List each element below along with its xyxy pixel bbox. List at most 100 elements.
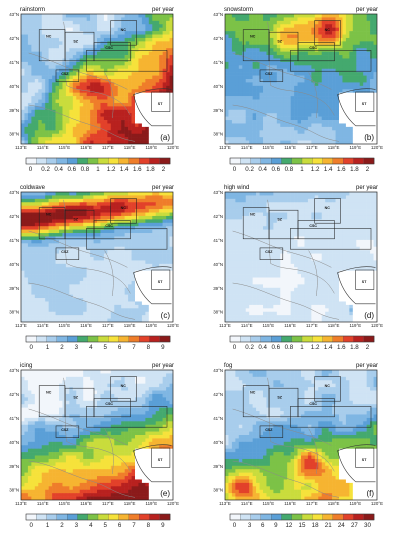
colorbar-swatch xyxy=(97,335,109,343)
region-label: CSZ xyxy=(61,428,69,432)
colorbar-tick-label: 2 xyxy=(366,344,370,351)
colorbar-swatch xyxy=(108,335,119,343)
colorbar-swatch xyxy=(312,157,323,165)
lon-tick-label: 119°E xyxy=(349,323,361,328)
colorbar-tick-label: 0.6 xyxy=(271,344,280,351)
region-label: ST xyxy=(362,102,367,106)
lon-tick-label: 119°E xyxy=(145,145,157,150)
colorbar-tick-label: 1 xyxy=(300,166,304,173)
region-label: NC xyxy=(46,34,52,38)
lon-tick-label: 116°E xyxy=(284,145,296,150)
region-label: NC xyxy=(121,206,127,210)
province-boundary xyxy=(28,408,128,446)
panel-letter: (f) xyxy=(366,489,374,498)
panel-title: snowstorm xyxy=(224,7,253,13)
lat-tick-label: 39°N xyxy=(9,286,19,291)
region-box xyxy=(86,406,168,428)
colorbar-tick-label: 4 xyxy=(89,522,93,529)
lat-tick-label: 43°N xyxy=(213,190,223,195)
colorbar-swatch xyxy=(343,157,354,165)
region-box xyxy=(259,247,284,260)
colorbar-tick-label: 6 xyxy=(118,522,122,529)
colorbar-tick-label: 1.8 xyxy=(146,166,155,173)
region-box xyxy=(259,425,284,438)
region-label: CSZ xyxy=(61,250,69,254)
region-box xyxy=(355,91,375,112)
field-raster xyxy=(21,14,173,144)
colorbar-swatch xyxy=(271,335,282,343)
colorbar-swatch xyxy=(77,335,89,343)
region-box xyxy=(151,269,171,290)
colorbar-tick-label: 0.2 xyxy=(245,344,254,351)
province-boundary xyxy=(270,85,335,116)
colorbar-swatch xyxy=(301,335,313,343)
colorbar-tick-label: 1.4 xyxy=(324,344,333,351)
lon-tick-label: 116°E xyxy=(284,323,296,328)
map-frame xyxy=(224,191,378,323)
colorbar-swatch xyxy=(343,335,354,343)
colorbar-tick-label: 2 xyxy=(60,522,64,529)
colorbar-swatch xyxy=(353,157,365,165)
region-box xyxy=(151,447,171,468)
lat-tick-label: 40°N xyxy=(213,262,223,267)
lat-tick-label: 38°N xyxy=(9,310,19,315)
region-box xyxy=(110,20,137,46)
colorbar-swatch xyxy=(332,513,344,521)
colorbar-swatch xyxy=(343,513,354,521)
region-label: NC xyxy=(46,212,52,216)
colorbar-swatch xyxy=(281,157,293,165)
colorbar-tick-label: 9 xyxy=(161,344,165,351)
colorbar-tick-label: 0 xyxy=(29,344,33,351)
colorbar-tick-label: 9 xyxy=(274,522,278,529)
lat-tick-label: 42°N xyxy=(213,392,223,397)
coastline xyxy=(337,88,376,127)
lon-tick-label: 113°E xyxy=(219,501,231,506)
lat-tick-label: 41°N xyxy=(9,60,19,65)
colorbar-swatch xyxy=(118,513,130,521)
panel-title: fog xyxy=(224,363,232,369)
colorbar-swatch xyxy=(108,157,119,165)
lon-tick-label: 120°E xyxy=(371,145,383,150)
panel-letter: (b) xyxy=(364,133,374,142)
panel-d: high wind per year NC SZ CSC CSZ ST NC (d) 43°N 42… xyxy=(213,185,383,351)
colorbar-swatch xyxy=(363,157,375,165)
colorbar-swatch xyxy=(118,157,130,165)
colorbar-swatch xyxy=(229,335,241,343)
colorbar-swatch xyxy=(291,335,303,343)
colorbar-swatch xyxy=(281,513,293,521)
colorbar-swatch xyxy=(97,157,109,165)
province-boundary xyxy=(104,428,114,475)
panel-unit: per year xyxy=(152,7,174,13)
colorbar-swatch xyxy=(363,335,375,343)
region-label: NC xyxy=(250,34,256,38)
lat-tick-label: 43°N xyxy=(213,368,223,373)
colorbar-swatch xyxy=(363,513,375,521)
colorbar-swatch xyxy=(108,513,119,521)
region-box xyxy=(93,220,131,240)
province-boundary xyxy=(270,263,335,294)
colorbar-swatch xyxy=(271,513,282,521)
lon-tick-label: 119°E xyxy=(145,323,157,328)
province-boundary xyxy=(66,85,131,116)
colorbar-tick-label: 5 xyxy=(103,522,107,529)
region-label: NC xyxy=(325,206,331,210)
region-box xyxy=(297,42,335,62)
region-box xyxy=(297,220,335,240)
colorbar-swatch xyxy=(322,513,334,521)
region-box xyxy=(86,228,168,250)
colorbar-tick-label: 1.4 xyxy=(324,166,333,173)
region-box xyxy=(110,198,137,224)
colorbar-swatch xyxy=(139,335,150,343)
colorbar-swatch xyxy=(281,335,293,343)
colorbar-tick-label: 6 xyxy=(118,344,122,351)
colorbar-swatch xyxy=(128,513,140,521)
colorbar-tick-label: 1.6 xyxy=(337,166,346,173)
colorbar-tick-label: 1 xyxy=(96,166,100,173)
lon-tick-label: 117°E xyxy=(102,145,114,150)
panel-title: coldwave xyxy=(20,185,46,191)
region-label: NC xyxy=(325,28,331,32)
region-label: ST xyxy=(158,102,163,106)
colorbar-swatch xyxy=(271,157,282,165)
region-box xyxy=(290,50,372,72)
